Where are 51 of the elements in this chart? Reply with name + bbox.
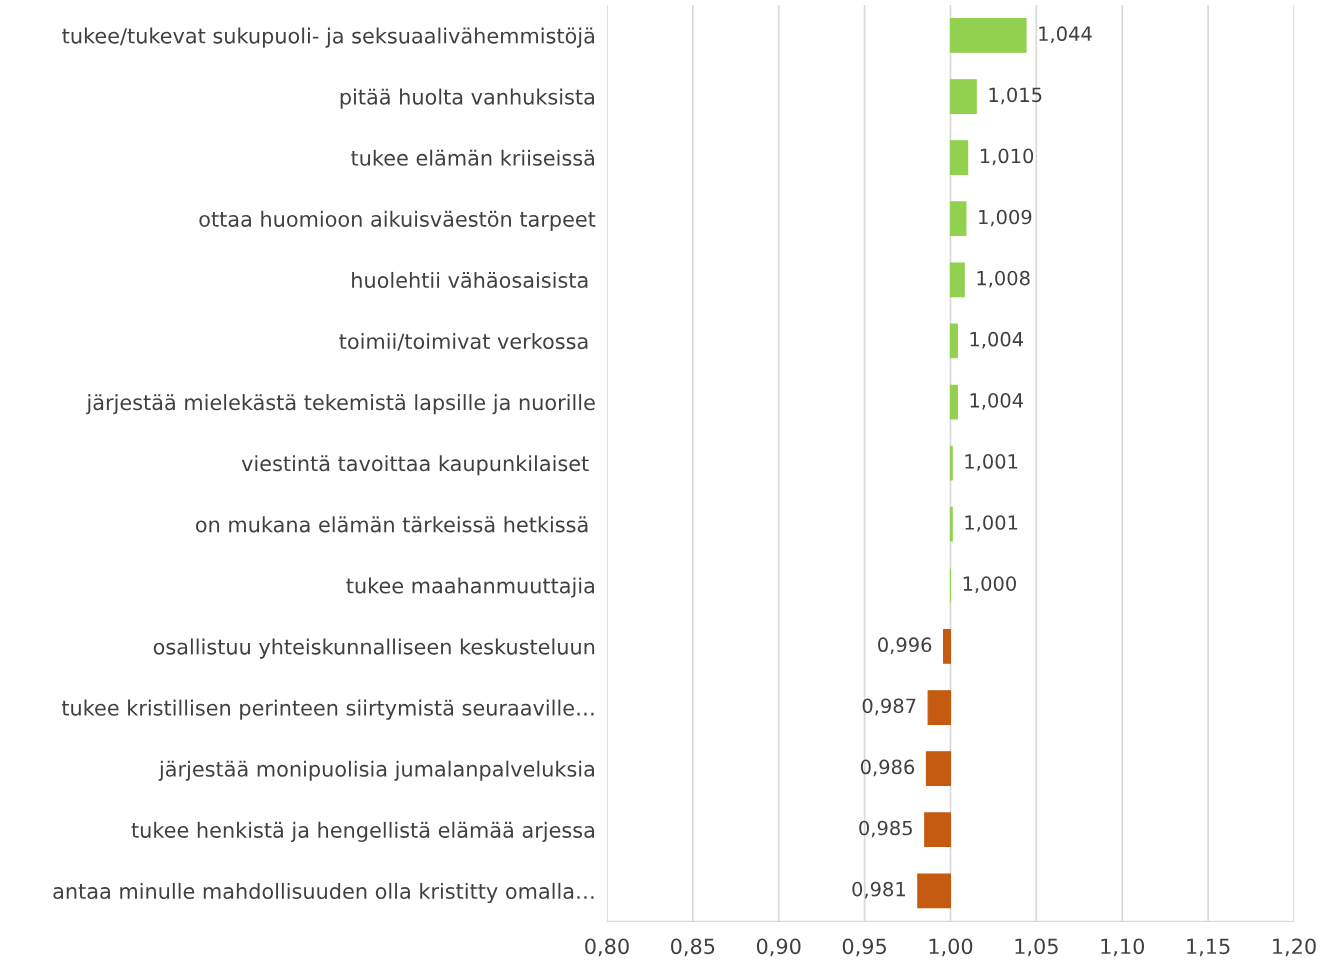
- bar: [924, 812, 952, 848]
- data-label: 1,008: [977, 270, 1030, 288]
- y-tick-label: tukee elämän kriiseissä: [351, 149, 594, 166]
- x-tick-label: 0,80: [585, 938, 629, 957]
- data-label: 1,000: [963, 576, 1016, 593]
- data-label: 1,001: [965, 454, 1018, 471]
- data-label: 0,987: [862, 698, 916, 716]
- bar: [949, 18, 1027, 53]
- y-tick-label: tukee maahanmuuttajia: [346, 577, 594, 598]
- x-tick-label: 0,95: [842, 938, 886, 957]
- y-tick-label: järjestää mielekästä tekemistä lapsille ja nuorille: [86, 394, 595, 415]
- data-label: 1,015: [989, 87, 1042, 105]
- y-tick-label: toimii/toimivat verkossa: [339, 333, 588, 351]
- y-tick-label: tukee henkistä ja hengellistä elämää arjessa: [131, 821, 594, 842]
- data-label: 1,009: [979, 209, 1032, 227]
- bar: [949, 323, 958, 359]
- bar: [949, 140, 969, 175]
- x-tick-label: 1,15: [1187, 938, 1230, 957]
- x-tick-label: 1,00: [929, 938, 973, 957]
- data-label: 0,986: [860, 759, 915, 777]
- bar: [917, 873, 952, 909]
- data-label: 0,996: [878, 637, 932, 655]
- data-label: 1,004: [970, 331, 1024, 349]
- y-tick-label: tukee/tukevat sukupuoli- ja seksuaalivähemmistöjä: [62, 27, 594, 48]
- y-tick-label: huolehtii vähäosaisista: [352, 271, 588, 289]
- x-tick-label: 0,90: [756, 938, 801, 957]
- y-tick-label: ottaa huomioon aikuisväestön tarpeet: [199, 210, 596, 231]
- y-tick-label: osallistuu yhteiskunnalliseen keskusteluun: [153, 638, 595, 659]
- y-tick-label: on mukana elämän tärkeissä hetkissä: [195, 516, 588, 533]
- bar: [949, 262, 965, 298]
- bar: [927, 690, 952, 725]
- y-tick-label: tukee kristillisen perinteen siirtymistä seuraaville…: [61, 699, 594, 720]
- bar: [949, 384, 958, 420]
- y-tick-label: antaa minulle mahdollisuuden olla kristitty omalla…: [53, 882, 594, 904]
- bar: [943, 629, 952, 664]
- bar: [925, 751, 952, 786]
- bar: [949, 79, 977, 114]
- data-label: 0,981: [852, 881, 905, 899]
- y-tick-label: järjestää monipuolisia jumalanpalveluksia: [158, 760, 594, 781]
- data-label: 1,010: [980, 148, 1034, 166]
- x-tick-label: 1,20: [1273, 938, 1316, 957]
- data-label: 0,985: [859, 820, 912, 838]
- x-tick-label: 1,10: [1101, 938, 1145, 957]
- data-label: 1,001: [965, 515, 1018, 532]
- data-label: 1,004: [970, 392, 1024, 410]
- data-label: 1,044: [1039, 26, 1092, 44]
- y-tick-label: viestintä tavoittaa kaupunkilaiset: [241, 455, 589, 476]
- bar: [949, 201, 967, 237]
- y-tick-label: pitää huolta vanhuksista: [340, 88, 594, 109]
- x-tick-label: 1,05: [1015, 938, 1058, 957]
- x-tick-label: 0,85: [671, 938, 715, 957]
